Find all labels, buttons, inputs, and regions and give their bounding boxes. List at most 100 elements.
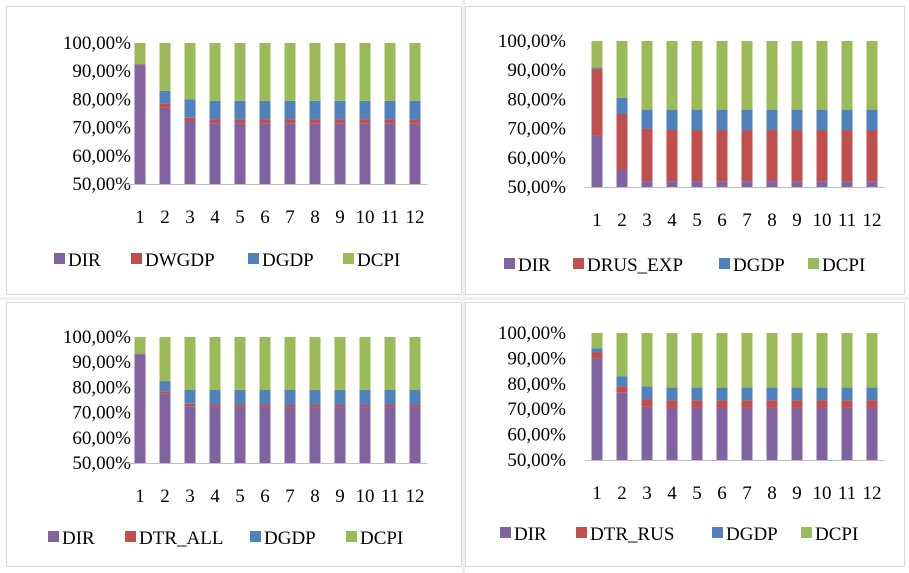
bar-segment-drus-exp <box>641 128 653 182</box>
bar-segment-dcpi <box>591 41 603 68</box>
legend-swatch <box>576 527 587 538</box>
bar-segment-dcpi <box>259 43 271 101</box>
x-tick-label: 10 <box>813 483 832 504</box>
bar-segment-dgdp <box>259 100 271 120</box>
bar-segment-dcpi <box>741 41 753 110</box>
legend-label: DGDP <box>733 255 785 276</box>
legend-label: DIR <box>68 250 101 271</box>
legend-swatch <box>125 531 136 542</box>
legend-swatch <box>808 258 819 269</box>
x-tick-label: 5 <box>692 483 702 504</box>
bar-segment-drus-exp <box>766 130 778 182</box>
bar-segment-dir <box>791 181 803 187</box>
x-tick-label: 4 <box>667 483 677 504</box>
x-tick-label: 3 <box>642 483 652 504</box>
bar-segment-dcpi <box>184 43 196 100</box>
bar-segment-dir <box>384 123 396 184</box>
bar-segment-dtr-rus <box>716 400 728 408</box>
y-tick-label: 100,00% <box>498 31 566 52</box>
x-tick-label: 3 <box>642 210 652 231</box>
y-tick-label: 90,00% <box>507 60 566 81</box>
bar-segment-dcpi <box>791 41 803 110</box>
legend-swatch <box>573 258 584 269</box>
chart-panel-drus-exp: 50,00% 60,00% 70,00% 80,00% 90,00% 100,00% 1 2 3… <box>465 6 905 295</box>
y-tick-label: 60,00% <box>507 148 566 169</box>
bar-segment-dtr-all <box>209 405 221 408</box>
bar-segment-dcpi <box>134 337 146 354</box>
chart-drus-exp: 50,00%60,00%70,00%80,00%90,00%100,00%1 2 3… <box>498 31 885 276</box>
bar-segment-dir <box>384 407 396 463</box>
x-tick-label: 12 <box>406 207 425 228</box>
bar-segment-dir <box>309 123 321 184</box>
bar-segment-dtr-all <box>384 405 396 408</box>
bar-segment-dwgdp <box>309 119 321 124</box>
bar-segment-dir <box>234 407 246 463</box>
bar-segment-dir <box>641 406 653 460</box>
x-tick-label: 6 <box>260 207 270 228</box>
bar-segment-dcpi <box>741 333 753 388</box>
x-tick-label: 4 <box>210 207 220 228</box>
bar-segment-dgdp <box>716 109 728 131</box>
legend-label: DCPI <box>360 528 403 549</box>
bar-segment-dir <box>309 407 321 463</box>
bar-segment-dcpi <box>359 43 371 101</box>
bar-segment-dwgdp <box>159 103 171 108</box>
bar-segment-dcpi <box>309 337 321 390</box>
y-tick-label: 100,00% <box>498 323 566 344</box>
legend-swatch <box>131 253 142 264</box>
bar-segment-dcpi <box>284 43 296 101</box>
bar-segment-dcpi <box>691 41 703 110</box>
y-tick-label: 100,00% <box>63 327 131 348</box>
bar-segment-dwgdp <box>184 117 196 122</box>
x-tick-label: 5 <box>235 486 245 507</box>
bar-segment-dgdp <box>766 387 778 401</box>
legend-label: DIR <box>62 528 95 549</box>
x-tick-label: 8 <box>310 486 320 507</box>
bar-segment-dtr-all <box>284 405 296 408</box>
bar-segment-dir <box>616 392 628 460</box>
bar-segment-dcpi <box>234 337 246 390</box>
y-tick-label: 60,00% <box>72 146 131 167</box>
bar-segment-dcpi <box>259 337 271 390</box>
legend-label: DTR_RUS <box>590 524 674 545</box>
bar-segment-dcpi <box>616 41 628 98</box>
legend-label: DIR <box>518 255 551 276</box>
bar-segment-dgdp <box>766 109 778 131</box>
panel-divider-vertical <box>462 0 465 573</box>
bar-segment-dgdp <box>209 389 221 406</box>
bar-segment-dcpi <box>359 337 371 390</box>
legend-label: DIR <box>514 524 547 545</box>
bar-segment-dgdp <box>616 97 628 114</box>
bar-segment-dwgdp <box>384 119 396 124</box>
bar-segment-dtr-all <box>184 403 196 407</box>
bar-segment-dgdp <box>184 389 196 404</box>
bar-segment-dtr-all <box>134 353 146 355</box>
legend-label: DWGDP <box>145 250 215 271</box>
bar-segment-dgdp <box>591 67 603 69</box>
bar-segment-dgdp <box>359 100 371 120</box>
bar-segment-dgdp <box>284 389 296 406</box>
bar-segment-dir <box>766 181 778 187</box>
bar-segment-dir <box>791 407 803 460</box>
bar-segment-dir <box>259 407 271 463</box>
chart-dwgdp: 50,00%60,00%70,00%80,00%90,00%100,00%1 2 3… <box>54 33 428 271</box>
bar-segment-dgdp <box>591 348 603 353</box>
bar-segment-dcpi <box>866 41 878 110</box>
legend-label: DGDP <box>264 528 316 549</box>
bar-segment-dir <box>234 123 246 184</box>
x-tick-label: 11 <box>381 207 399 228</box>
legend-swatch <box>343 253 354 264</box>
bar-segment-dcpi <box>134 43 146 65</box>
x-tick-label: 1 <box>135 207 145 228</box>
bar-segment-dgdp <box>841 387 853 401</box>
bar-segment-dir <box>159 393 171 463</box>
bar-segment-dir <box>741 407 753 460</box>
bar-segment-dcpi <box>184 337 196 390</box>
x-tick-label: 9 <box>792 483 802 504</box>
bar-segment-dtr-all <box>259 405 271 408</box>
bar-segment-dcpi <box>284 337 296 390</box>
bar-segment-dcpi <box>209 337 221 390</box>
bar-segment-dir <box>816 407 828 460</box>
legend-label: DRUS_EXP <box>587 255 683 276</box>
bar-segment-dgdp <box>791 387 803 401</box>
